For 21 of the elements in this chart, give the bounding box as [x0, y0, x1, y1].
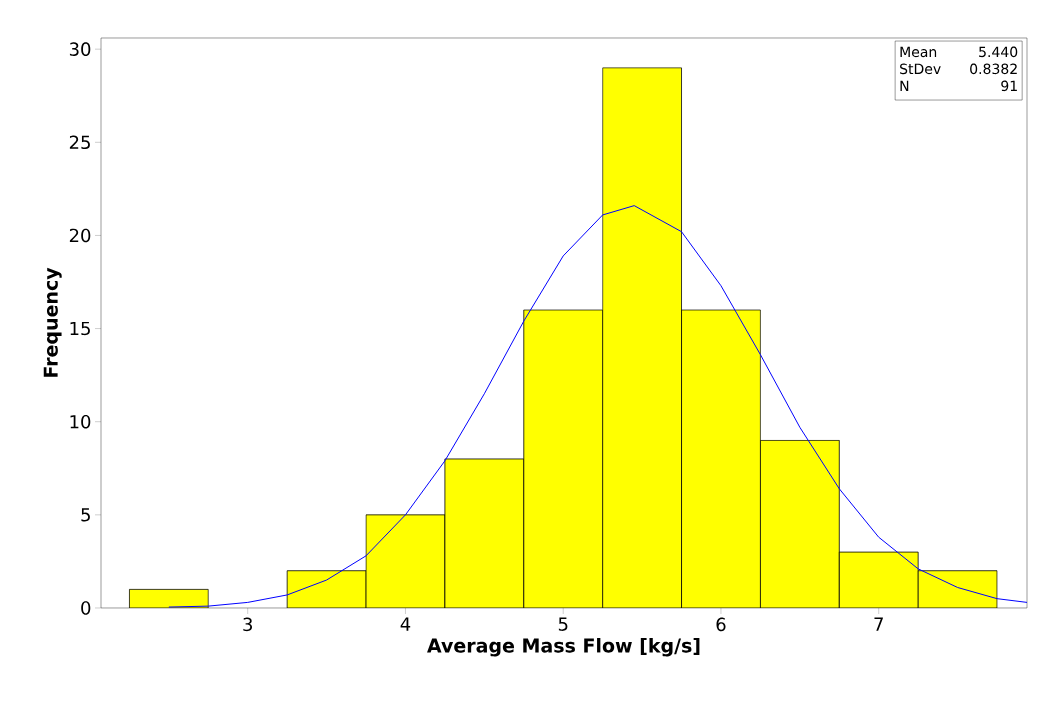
annotation: StDev: [900, 63, 941, 75]
y-tick-label: 30: [69, 42, 91, 56]
annotation: 0.8382: [970, 63, 1017, 75]
annotation: Mean: [900, 46, 937, 58]
line-series: [168, 205, 1027, 608]
y-tick-label: 20: [69, 228, 91, 243]
y-tick-label: 0: [81, 601, 91, 615]
annotation: 91: [1001, 80, 1017, 92]
annotation: 5.440: [979, 46, 1018, 58]
y-tick-label: 10: [70, 414, 91, 429]
x-tick-label: 3: [243, 617, 252, 632]
x-axis-title: Average Mass Flow [kg/s]: [427, 638, 700, 657]
y-tick-label: 25: [69, 135, 90, 150]
annotation: N: [900, 80, 909, 91]
y-tick-label: 15: [70, 321, 90, 336]
x-tick-label: 4: [400, 617, 411, 631]
x-tick-label: 6: [716, 617, 726, 632]
y-tick-label: 5: [81, 508, 90, 522]
x-tick-label: 7: [874, 617, 883, 631]
x-tick-label: 5: [558, 617, 568, 631]
y-axis-title: Frequency: [43, 267, 62, 377]
